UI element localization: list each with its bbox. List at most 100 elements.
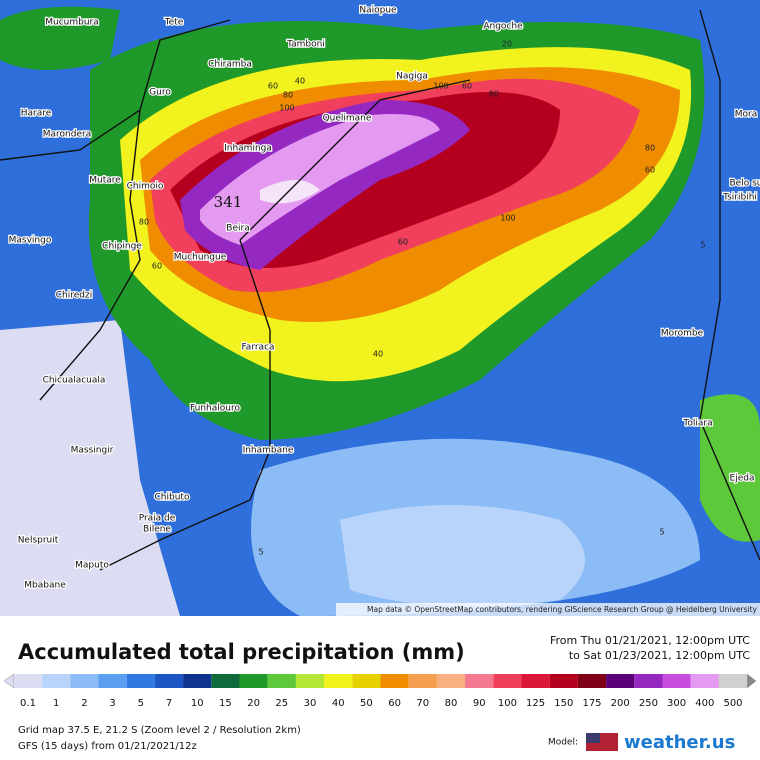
place-label: Morombe <box>661 329 704 339</box>
scale-swatch <box>465 674 494 688</box>
contour-label: 60 <box>462 82 472 91</box>
scale-label: 20 <box>247 698 260 709</box>
place-label: Chibuto <box>155 493 190 503</box>
place-label: Naiopue <box>359 6 397 16</box>
attribution: Map data © OpenStreetMap contributors, r… <box>367 605 758 614</box>
contour-label: 100 <box>433 82 448 91</box>
place-label: Muchungue <box>174 253 227 263</box>
scale-swatch <box>154 674 184 688</box>
place-label: Massingir <box>71 446 114 456</box>
scale-label: 15 <box>219 698 232 709</box>
place-label: Inhaminga <box>224 144 272 154</box>
contour-label: 80 <box>139 218 149 227</box>
contour-label: 40 <box>373 350 383 359</box>
contour-label: 60 <box>152 262 162 271</box>
place-label: Chicualacuala <box>43 376 106 386</box>
scale-label: 3 <box>109 698 115 709</box>
scale-arrow-left <box>3 673 15 689</box>
place-label: Beira <box>226 224 249 234</box>
contour-label: 5 <box>659 528 664 537</box>
scale-swatch <box>549 674 578 688</box>
scale-label: 200 <box>611 698 630 709</box>
legend: Accumulated total precipitation (mm) Fro… <box>3 634 757 753</box>
scale-swatch <box>436 674 466 688</box>
period-from: From Thu 01/21/2021, 12:00pm UTC <box>550 634 750 647</box>
place-label: Mbabane <box>24 581 66 591</box>
scale-swatch <box>126 674 155 688</box>
scale-arrow-right <box>746 673 757 689</box>
place-label: Belo su <box>730 179 760 189</box>
scale-label: 0.1 <box>20 698 36 709</box>
place-label: Masvingo <box>9 236 52 246</box>
scale-label: 90 <box>473 698 486 709</box>
place-label: Nagiga <box>396 72 428 82</box>
place-label: Bilene <box>143 525 171 535</box>
light-rain-sea-2 <box>340 505 585 607</box>
place-label: Guro <box>149 88 171 98</box>
place-label: Farraca <box>241 343 274 353</box>
scale-swatch <box>267 674 296 688</box>
scale-swatch <box>577 674 607 688</box>
max-value-label: 341 <box>214 193 243 211</box>
contour-label: 60 <box>645 166 655 175</box>
scale-label: 250 <box>639 698 658 709</box>
contour-label: 100 <box>500 214 515 223</box>
contour-label: 80 <box>489 90 499 99</box>
green-madagascar <box>700 394 760 542</box>
contour-label: 100 <box>279 104 294 113</box>
scale-swatch <box>98 674 127 688</box>
scale-label: 80 <box>445 698 458 709</box>
scale-swatch <box>352 674 381 688</box>
max-center <box>260 180 320 204</box>
flag-canton <box>586 733 600 743</box>
place-label: Chiredzi <box>56 291 92 301</box>
scale-swatch <box>408 674 437 688</box>
period-to: to Sat 01/23/2021, 12:00pm UTC <box>569 649 750 662</box>
scale-swatch <box>521 674 550 688</box>
place-label: Chimoio <box>127 182 164 192</box>
contour-label: 5 <box>700 241 705 250</box>
borders-coastline <box>0 9 760 571</box>
place-label: Inhambane <box>243 446 294 456</box>
place-label: Quelimane <box>323 114 372 124</box>
place-label: Mora <box>735 110 758 120</box>
scale-swatch <box>70 674 99 688</box>
scale-label: 1 <box>53 698 59 709</box>
scale-swatch <box>239 674 268 688</box>
contour-label: 80 <box>645 144 655 153</box>
place-label: Chipinge <box>102 242 142 252</box>
scale-label: 125 <box>526 698 545 709</box>
place-label: Tamboni <box>286 40 325 50</box>
place-label: Toliara <box>682 419 712 429</box>
place-label: Nelspruit <box>18 536 59 546</box>
place-label: Tete <box>164 18 184 28</box>
scale-label: 50 <box>360 698 373 709</box>
scale-label: 150 <box>554 698 573 709</box>
scale-swatch <box>183 674 212 688</box>
scale-label: 7 <box>166 698 172 709</box>
place-label: Harare <box>21 109 52 119</box>
place-label: Ejeda <box>730 474 755 484</box>
scale-swatch <box>662 674 691 688</box>
contour-label: 20 <box>502 40 512 49</box>
precipitation-map: Mucumbura Tete Naiopue Angoche Tamboni Chiram… <box>0 0 760 616</box>
place-label: Angoche <box>483 22 523 32</box>
scale-label: 500 <box>723 698 742 709</box>
scale-label: 2 <box>81 698 87 709</box>
scale-swatch <box>13 674 43 688</box>
scale-swatch <box>634 674 663 688</box>
place-label: Marondera <box>43 130 91 140</box>
place-label: Praia de <box>139 514 176 524</box>
scale-swatch <box>690 674 719 688</box>
grid-info: Grid map 37.5 E, 21.2 S (Zoom level 2 / … <box>18 725 301 736</box>
attribution-bg <box>336 603 760 616</box>
contour-label: 60 <box>398 238 408 247</box>
place-label: Maputo <box>75 561 109 571</box>
scale-swatch <box>380 674 409 688</box>
scale-label: 10 <box>191 698 204 709</box>
scale-swatch <box>295 674 325 688</box>
place-label: Mutare <box>89 176 121 186</box>
model-run: GFS (15 days) from 01/21/2021/12z <box>18 741 197 752</box>
scale-swatch <box>606 674 635 688</box>
